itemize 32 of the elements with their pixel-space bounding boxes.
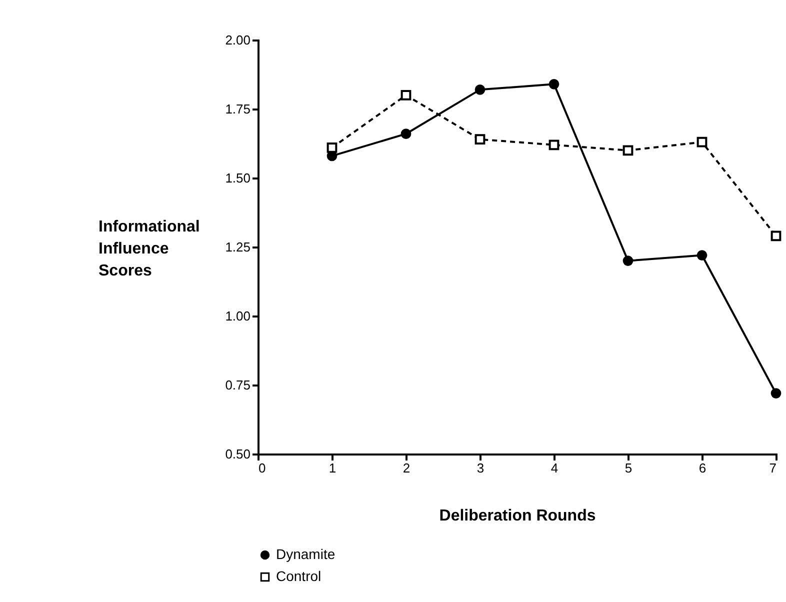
y-tick-label: 1.00 xyxy=(225,308,250,324)
x-tick-label: 0 xyxy=(258,460,266,476)
point xyxy=(622,145,634,156)
y-axis-title: Informational Influence Scores xyxy=(98,218,200,280)
point xyxy=(326,142,338,153)
point xyxy=(770,388,782,398)
point xyxy=(696,250,708,260)
x-tick-label: 2 xyxy=(402,460,410,476)
y-tick-label: 0.50 xyxy=(225,446,250,462)
y-tick-label: 1.75 xyxy=(225,102,250,116)
point xyxy=(474,84,486,95)
x-axis-title: Deliberation Rounds xyxy=(439,508,596,524)
y-tick-label: 2.00 xyxy=(225,32,250,48)
point xyxy=(400,90,412,100)
point xyxy=(548,78,560,90)
point xyxy=(622,256,634,266)
y-tick-label: 1.25 xyxy=(225,240,250,254)
y-tick-label: 0.75 xyxy=(225,378,250,392)
point xyxy=(474,134,486,145)
point xyxy=(400,128,412,140)
point xyxy=(548,140,560,150)
x-tick-label: 6 xyxy=(698,460,706,476)
point xyxy=(696,136,708,148)
x-tick-label: 3 xyxy=(476,460,484,476)
x-tick-label: 4 xyxy=(550,460,558,476)
legend-label: Dynamite xyxy=(276,546,336,562)
point xyxy=(770,230,782,242)
x-tick-label: 1 xyxy=(328,460,336,476)
x-tick-label: 7 xyxy=(769,460,776,476)
x-tick-label: 5 xyxy=(624,460,632,476)
legend-label: Control xyxy=(276,568,322,584)
y-tick-label: 1.50 xyxy=(225,170,250,186)
